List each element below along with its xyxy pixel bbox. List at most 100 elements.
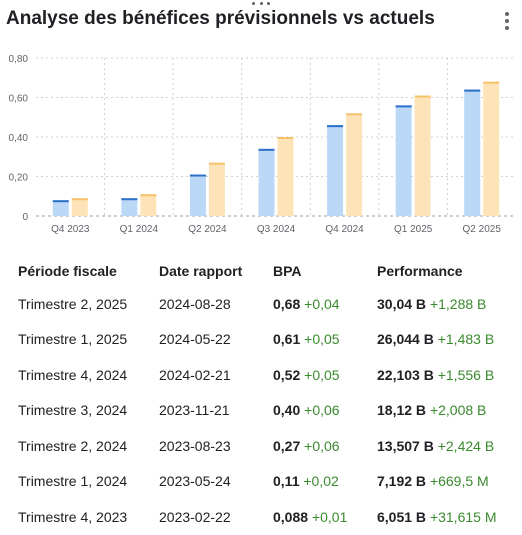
performance-value: 30,04 B (377, 295, 427, 312)
header-eps: BPA (273, 263, 302, 279)
period-text: Trimestre 4, 2024 (18, 366, 128, 383)
bar-actual-cap (327, 125, 344, 128)
cell-eps: 0,68 +0,04 (273, 286, 377, 322)
table-row: Trimestre 2, 2025 2024-08-28 0,68 +0,04 30,… (18, 286, 517, 322)
chart-grid (36, 57, 516, 217)
period-text: Trimestre 1, 2025 (18, 331, 128, 348)
date-text: 2024-05-22 (159, 331, 231, 348)
y-tick-label: 0,20 (9, 173, 29, 184)
cell-performance: 18,12 B +2,008 B (377, 393, 517, 429)
header-date: Date rapport (159, 263, 243, 279)
cell-period: Trimestre 2, 2025 (18, 286, 159, 322)
cell-date: 2023-05-24 (159, 464, 273, 500)
x-tick-label: Q4 2024 (325, 224, 364, 235)
bar-estimate (277, 137, 294, 216)
eps-value: 0,27 (273, 437, 301, 454)
cell-performance: 7,192 B +669,5 M (377, 464, 517, 500)
widget-title: Analyse des bénéfices prévisionnels vs a… (6, 8, 435, 29)
cell-performance: 22,103 B +1,556 B (377, 357, 517, 393)
eps-delta: +0,06 (304, 402, 340, 419)
header-period: Période fiscale (18, 263, 117, 279)
bar-estimate-cap (71, 198, 88, 201)
bar-estimate (208, 162, 225, 216)
eps-value: 0,52 (273, 366, 301, 383)
bar-estimate-cap (414, 95, 431, 98)
table-row: Trimestre 2, 2024 2023-08-23 0,27 +0,06 13,… (18, 428, 517, 464)
y-tick-label: 0,40 (9, 133, 29, 144)
eps-value: 0,088 (273, 508, 309, 525)
eps-delta: +0,05 (304, 366, 340, 383)
table-row: Trimestre 1, 2024 2023-05-24 0,11 +0,02 7,1… (18, 464, 517, 500)
bar-actual (121, 198, 138, 216)
performance-value: 7,192 B (377, 473, 427, 490)
cell-eps: 0,61 +0,05 (273, 322, 377, 358)
x-tick-label: Q2 2024 (188, 224, 227, 235)
eps-delta: +0,01 (311, 508, 348, 525)
y-tick-label: 0 (22, 212, 28, 223)
bar-estimate (414, 95, 431, 216)
x-tick-label: Q4 2023 (51, 224, 90, 235)
performance-delta: +2,424 B (437, 437, 495, 454)
x-tick-label: Q1 2024 (120, 224, 159, 235)
bar-actual-cap (258, 148, 275, 151)
cell-period: Trimestre 2, 2024 (18, 428, 159, 464)
y-tick-label: 0,60 (9, 94, 29, 105)
cell-date: 2024-02-21 (159, 357, 273, 393)
cell-date: 2023-08-23 (159, 428, 273, 464)
cell-period: Trimestre 4, 2023 (18, 499, 159, 535)
cell-period: Trimestre 1, 2024 (18, 464, 159, 500)
cell-eps: 0,40 +0,06 (273, 393, 377, 429)
period-text: Trimestre 4, 2023 (18, 508, 128, 525)
bar-estimate-cap (346, 113, 363, 116)
bar-actual-cap (121, 198, 138, 201)
cell-period: Trimestre 4, 2024 (18, 357, 159, 393)
more-options-icon[interactable] (500, 10, 514, 32)
bar-estimate-cap (277, 137, 294, 139)
bar-estimate (71, 198, 88, 216)
table-row: Trimestre 3, 2024 2023-11-21 0,40 +0,06 18,… (18, 393, 517, 429)
period-text: Trimestre 1, 2024 (18, 473, 128, 490)
period-text: Trimestre 3, 2024 (18, 402, 128, 419)
bar-actual (395, 105, 412, 216)
bar-estimate (346, 113, 363, 216)
x-tick-label: Q1 2025 (394, 224, 433, 235)
date-text: 2023-02-22 (159, 508, 231, 525)
performance-value: 18,12 B (377, 402, 427, 419)
eps-delta: +0,04 (304, 295, 340, 312)
earnings-table: Période fiscale Date rapport BPA Perform… (18, 256, 517, 535)
cell-eps: 0,088 +0,01 (273, 499, 377, 535)
drag-handle-icon[interactable] (252, 0, 270, 6)
y-tick-label: 0,80 (9, 54, 29, 65)
bar-estimate-cap (140, 194, 157, 197)
performance-value: 26,044 B (377, 331, 434, 348)
bar-actual-cap (52, 200, 69, 203)
table-row: Trimestre 4, 2024 2024-02-21 0,52 +0,05 22,… (18, 357, 517, 393)
bar-actual (52, 200, 69, 216)
performance-value: 6,051 B (377, 508, 427, 525)
performance-value: 22,103 B (377, 366, 434, 383)
performance-value: 13,507 B (377, 437, 434, 454)
bar-estimate-cap (483, 81, 500, 84)
cell-performance: 6,051 B +31,615 M (377, 499, 517, 535)
bar-actual (327, 125, 344, 216)
bar-actual-cap (395, 105, 412, 108)
bar-actual-cap (189, 174, 206, 177)
date-text: 2023-11-21 (159, 402, 230, 419)
earnings-bar-chart: 0 0,20 0,40 0,60 0,80 Q4 2023 Q1 2024 Q2 2024 Q… (9, 54, 516, 235)
bar-estimate-cap (208, 162, 225, 165)
date-text: 2023-08-23 (159, 437, 231, 454)
bar-actual (189, 174, 206, 216)
cell-date: 2023-02-22 (159, 499, 273, 535)
date-text: 2023-05-24 (159, 473, 231, 490)
eps-value: 0,40 (273, 402, 301, 419)
cell-eps: 0,11 +0,02 (273, 464, 377, 500)
table-header-row: Période fiscale Date rapport BPA Perform… (18, 256, 517, 286)
cell-performance: 30,04 B +1,288 B (377, 286, 517, 322)
bar-actual (258, 148, 275, 216)
period-text: Trimestre 2, 2025 (18, 295, 128, 312)
performance-delta: +31,615 M (429, 508, 497, 525)
eps-delta: +0,02 (303, 473, 339, 490)
date-text: 2024-08-28 (159, 295, 231, 312)
cell-date: 2023-11-21 (159, 393, 273, 429)
eps-delta: +0,05 (304, 331, 340, 348)
